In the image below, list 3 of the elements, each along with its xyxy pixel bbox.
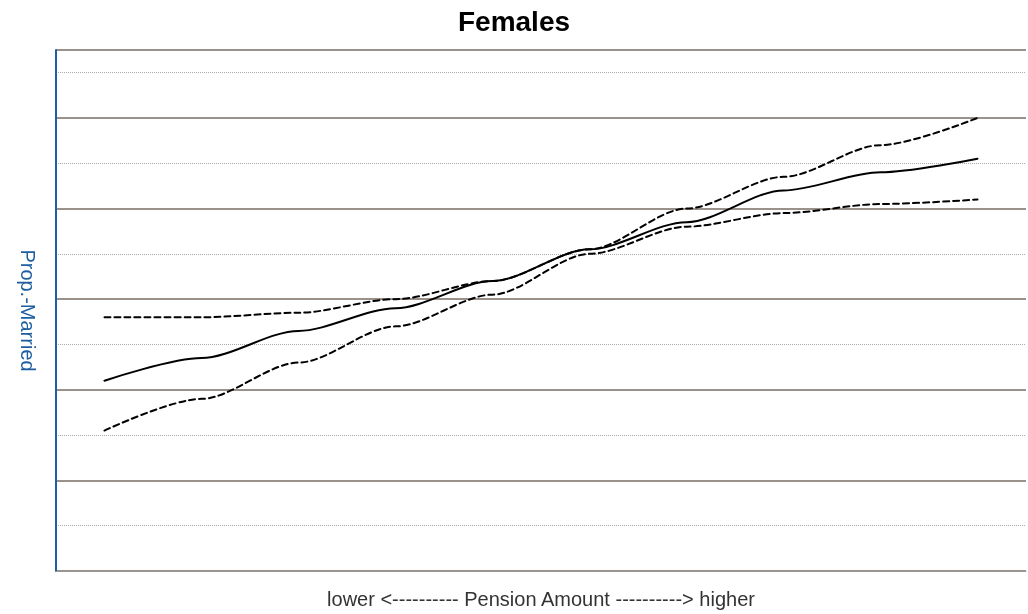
x-axis-title: lower <---------- Pension Amount ----------> higher [327,588,756,610]
y-axis-title: Prop.-Married [17,249,39,372]
chart-title: Females [457,5,571,37]
